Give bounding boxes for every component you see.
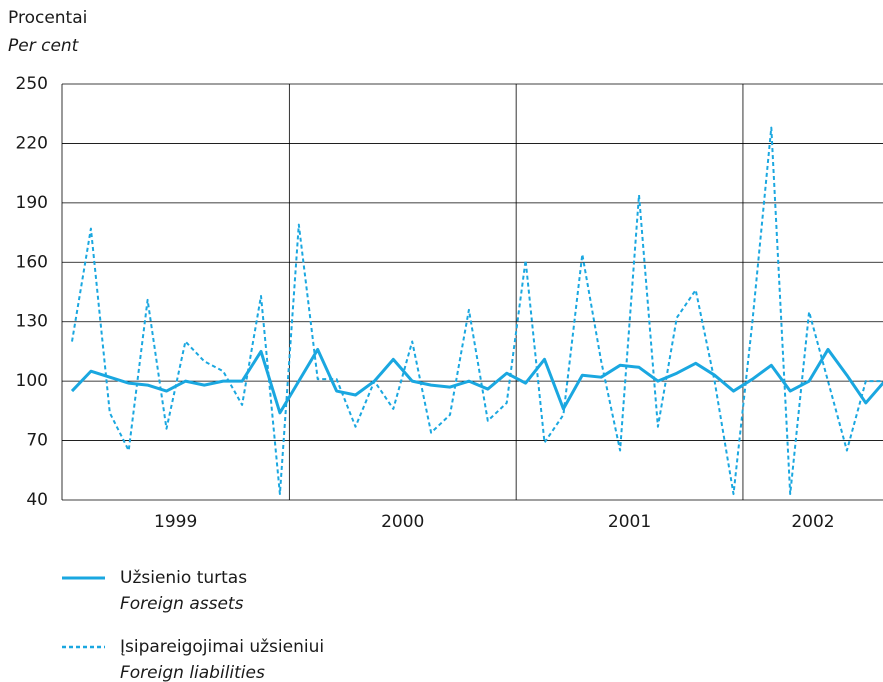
x-group-label: 2002 <box>791 512 834 532</box>
series-line <box>70 347 883 415</box>
y-axis-label: Procentai <box>8 8 87 28</box>
x-group-label: 2000 <box>381 512 424 532</box>
y-tick-label: 190 <box>16 193 48 213</box>
y-tick-label: 130 <box>16 312 48 332</box>
series-line <box>71 126 883 496</box>
y-tick-label: 160 <box>16 252 48 272</box>
x-group-label: 1999 <box>154 512 197 532</box>
y-tick-label: 220 <box>16 133 48 153</box>
y-tick-label: 70 <box>26 431 48 451</box>
legend-label-en: Foreign liabilities <box>120 663 265 682</box>
legend-label: Įsipareigojimai užsieniui <box>120 637 324 657</box>
y-tick-label: 40 <box>26 490 48 510</box>
y-axis-label-en: Per cent <box>8 36 80 56</box>
y-tick-label: 250 <box>16 74 48 94</box>
legend-label-en: Foreign assets <box>120 594 244 614</box>
x-group-label: 2001 <box>608 512 651 532</box>
legend-label: Užsienio turtas <box>120 568 247 588</box>
y-tick-label: 100 <box>16 371 48 391</box>
